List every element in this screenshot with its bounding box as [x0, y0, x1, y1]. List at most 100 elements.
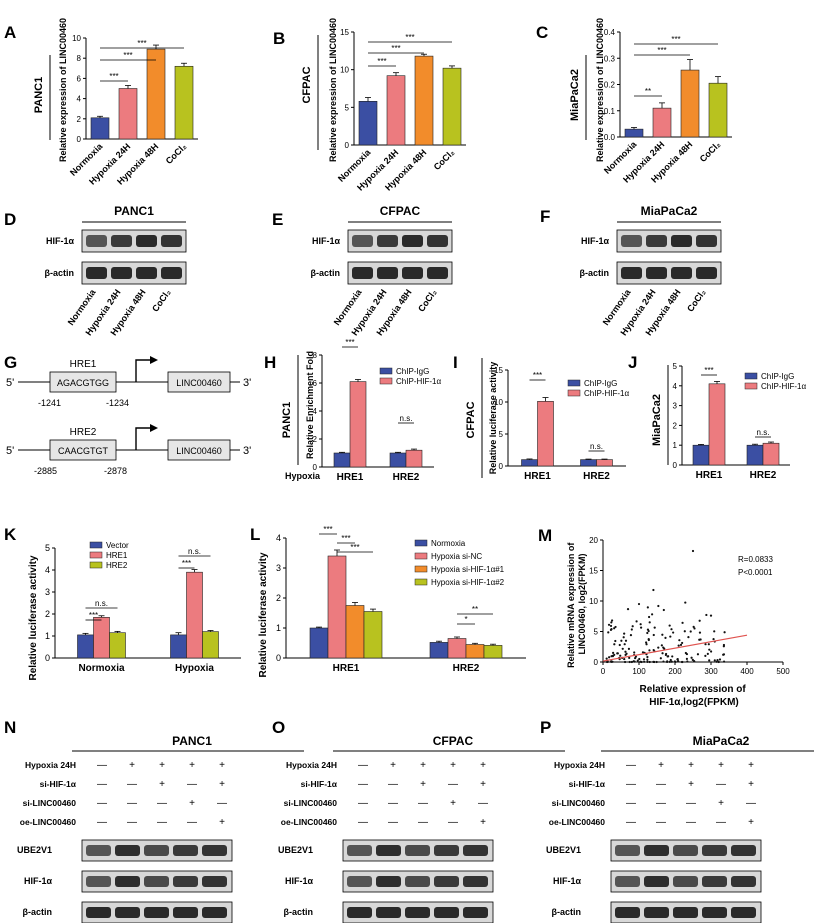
condition-sign: —	[626, 798, 636, 809]
scatter-point	[639, 660, 642, 663]
scatter-point	[655, 660, 658, 664]
condition-sign: —	[686, 817, 696, 828]
y-tick-label: 5	[499, 430, 504, 439]
significance-label: ***	[323, 525, 332, 534]
regression-line	[602, 634, 748, 662]
bar	[483, 645, 503, 659]
scatter-point	[669, 658, 672, 662]
scatter-point	[678, 639, 681, 642]
band	[646, 235, 667, 247]
y-tick-label: 2	[313, 435, 318, 444]
scatter-point	[707, 643, 710, 646]
condition-sign: —	[388, 798, 398, 809]
y-tick-label: 0.3	[604, 54, 616, 63]
y-tick-label: 3	[276, 563, 281, 573]
legend-swatch	[89, 551, 103, 559]
scatter-point	[646, 606, 649, 609]
significance-label: ***	[350, 543, 359, 552]
y-tick-label: 0	[499, 462, 504, 471]
band	[696, 267, 717, 279]
blot-row-label: HIF-1α	[24, 876, 53, 886]
stat-r: R=0.0833	[738, 555, 773, 564]
scatter-point	[687, 636, 690, 639]
condition-label: CoCl₂	[416, 287, 439, 313]
bar	[118, 88, 138, 140]
legend-swatch	[379, 377, 393, 385]
band	[202, 876, 227, 887]
panel-label-e: E	[272, 210, 283, 229]
band	[347, 845, 372, 856]
stat-p: P<0.0001	[738, 568, 773, 577]
band	[173, 876, 198, 887]
scatter-point	[722, 660, 726, 663]
scatter-point	[641, 651, 645, 654]
scatter-point	[637, 602, 641, 606]
blot-row-label: HIF-1α	[553, 876, 582, 886]
scatter-point	[605, 660, 609, 664]
condition-label: CoCl₂	[685, 287, 708, 313]
scatter-point	[647, 615, 651, 619]
scatter-point	[685, 652, 689, 656]
condition-sign: +	[129, 760, 135, 771]
significance-label: n.s.	[590, 442, 603, 451]
scatter-point	[619, 654, 622, 657]
band	[463, 876, 488, 887]
scatter-point	[630, 660, 633, 664]
band	[702, 876, 727, 887]
condition-sign: +	[219, 760, 225, 771]
bar	[386, 75, 406, 146]
bar	[537, 401, 554, 467]
scatter-point	[629, 634, 633, 637]
scatter-point	[691, 549, 695, 553]
scatter-point	[676, 657, 679, 661]
legend-swatch	[567, 389, 581, 397]
legend-swatch	[89, 541, 103, 549]
band	[402, 235, 423, 247]
bar	[708, 383, 726, 466]
scatter-point	[712, 637, 715, 641]
condition-sign: +	[159, 779, 165, 790]
panel-a: A PANC1 Relative expression of LINC00460…	[4, 18, 198, 187]
scatter-point	[708, 648, 711, 651]
scatter-point	[645, 643, 648, 646]
significance-label: ***	[109, 72, 118, 81]
y-tick-label: 5	[345, 103, 350, 112]
bar	[186, 571, 203, 659]
scatter-point	[608, 656, 611, 659]
band	[352, 267, 373, 279]
scatter-point	[605, 657, 608, 660]
scatter-point	[610, 660, 613, 663]
scatter-point	[704, 654, 707, 657]
bar	[762, 442, 780, 466]
bar	[93, 616, 110, 659]
scatter-point	[698, 619, 701, 622]
condition-sign: —	[686, 798, 696, 809]
y-axis-label: Relative mRNA expression of LINC00460, l…	[566, 540, 587, 668]
significance-label: n.s.	[95, 599, 108, 608]
band	[646, 267, 667, 279]
scatter-point	[610, 627, 613, 631]
condition-sign: —	[97, 817, 107, 828]
hre2-box	[49, 439, 117, 461]
scatter-point	[653, 626, 656, 629]
x-tick-label: 300	[704, 667, 718, 676]
y-axis-label: Relative expression of LINC00460	[328, 18, 338, 162]
scatter-point	[699, 638, 702, 641]
panel-p: P MiaPaCa2 Hypoxia 24H — + + + + si-HIF-1α — — + — +…	[540, 718, 814, 923]
condition-sign: —	[448, 817, 458, 828]
y-tick-label: 3	[673, 402, 678, 411]
y-tick-label: 1	[45, 631, 50, 641]
y-tick-label: 1	[276, 623, 281, 633]
condition-sign: —	[656, 817, 666, 828]
condition-sign: —	[127, 798, 137, 809]
bar	[447, 638, 467, 659]
scatter-point	[684, 601, 687, 604]
scatter-point	[616, 652, 619, 655]
y-tick-label: 2	[77, 115, 82, 124]
legend-label: ChIP-HIF-1α	[584, 389, 629, 398]
category-label: CoCl₂	[432, 147, 457, 172]
legend-label: ChIP-HIF-1α	[761, 382, 806, 391]
band	[731, 876, 756, 887]
legend-swatch	[744, 372, 758, 380]
